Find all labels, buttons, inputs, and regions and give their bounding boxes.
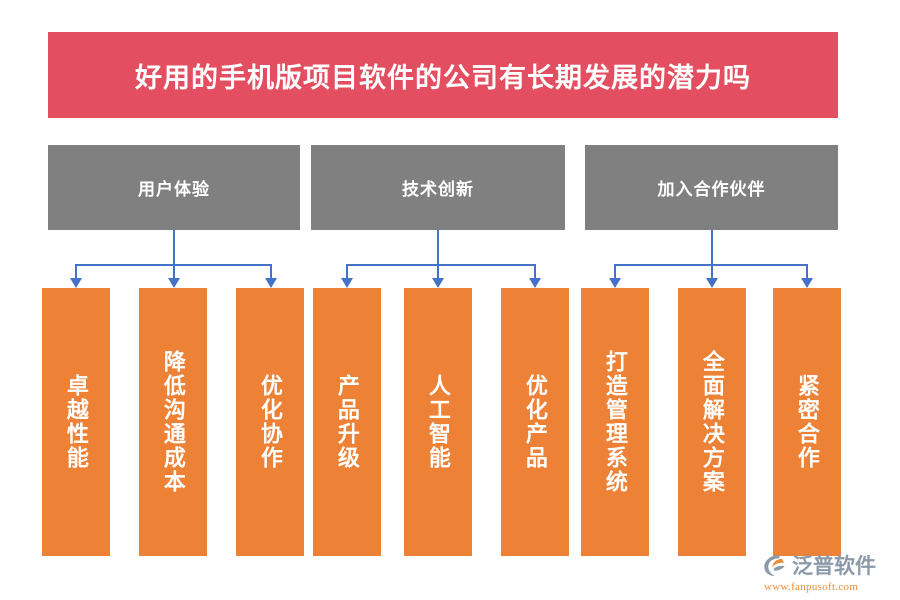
item-label: 优化产品 xyxy=(522,374,548,470)
category-box-partnership[interactable]: 加入合作伙伴 xyxy=(585,145,838,230)
watermark-url: www.fanpusoft.com xyxy=(764,581,859,593)
connector-drop-2-2 xyxy=(437,264,439,279)
title-banner: 好用的手机版项目软件的公司有长期发展的潜力吗 xyxy=(48,32,838,118)
watermark: 泛普软件 www.fanpusoft.com xyxy=(762,543,894,593)
item-column-full-solution[interactable]: 全面解决方案 xyxy=(678,288,746,556)
category-box-user-experience[interactable]: 用户体验 xyxy=(48,145,300,230)
connector-drop-2-1 xyxy=(346,264,348,279)
connector-arrow-1-3 xyxy=(265,278,277,288)
connector-arrow-3-3 xyxy=(801,278,813,288)
item-label: 产品升级 xyxy=(334,374,360,470)
page-title: 好用的手机版项目软件的公司有长期发展的潜力吗 xyxy=(135,62,751,93)
fanpu-logo-icon xyxy=(764,554,785,576)
item-column-optimize-product[interactable]: 优化产品 xyxy=(501,288,569,556)
category-box-technical-innovation[interactable]: 技术创新 xyxy=(311,145,565,230)
item-label: 紧密合作 xyxy=(794,374,820,470)
item-label: 人工智能 xyxy=(425,374,451,470)
connector-arrow-3-2 xyxy=(706,278,718,288)
connector-arrow-2-2 xyxy=(432,278,444,288)
connector-stem-1 xyxy=(173,230,175,265)
connector-stem-2 xyxy=(437,230,439,265)
item-column-optimize-collaboration[interactable]: 优化协作 xyxy=(236,288,304,556)
connector-drop-3-1 xyxy=(614,264,616,279)
item-column-close-cooperation[interactable]: 紧密合作 xyxy=(773,288,841,556)
item-label: 优化协作 xyxy=(257,374,283,470)
item-label: 打造管理系统 xyxy=(602,350,628,494)
connector-drop-1-3 xyxy=(270,264,272,279)
connector-drop-3-3 xyxy=(806,264,808,279)
category-label: 用户体验 xyxy=(138,180,210,199)
connector-arrow-2-3 xyxy=(529,278,541,288)
connector-arrow-1-1 xyxy=(70,278,82,288)
connector-drop-3-2 xyxy=(711,264,713,279)
connector-arrow-2-1 xyxy=(341,278,353,288)
connector-drop-1-2 xyxy=(173,264,175,279)
item-column-build-management-system[interactable]: 打造管理系统 xyxy=(581,288,649,556)
item-column-artificial-intelligence[interactable]: 人工智能 xyxy=(404,288,472,556)
connector-arrow-1-2 xyxy=(168,278,180,288)
item-column-lower-communication-cost[interactable]: 降低沟通成本 xyxy=(139,288,207,556)
item-label: 降低沟通成本 xyxy=(160,350,186,494)
connector-bar-2 xyxy=(346,264,536,266)
item-label: 全面解决方案 xyxy=(699,350,725,494)
item-column-excellent-performance[interactable]: 卓越性能 xyxy=(42,288,110,556)
connector-arrow-3-1 xyxy=(609,278,621,288)
connector-stem-3 xyxy=(711,230,713,265)
item-column-product-upgrade[interactable]: 产品升级 xyxy=(313,288,381,556)
category-label: 加入合作伙伴 xyxy=(657,180,766,199)
connector-drop-1-1 xyxy=(75,264,77,279)
watermark-brand-row: 泛普软件 xyxy=(762,550,894,580)
watermark-brand: 泛普软件 xyxy=(792,554,876,578)
category-label: 技术创新 xyxy=(402,180,474,199)
item-label: 卓越性能 xyxy=(63,374,89,470)
connector-drop-2-3 xyxy=(534,264,536,279)
